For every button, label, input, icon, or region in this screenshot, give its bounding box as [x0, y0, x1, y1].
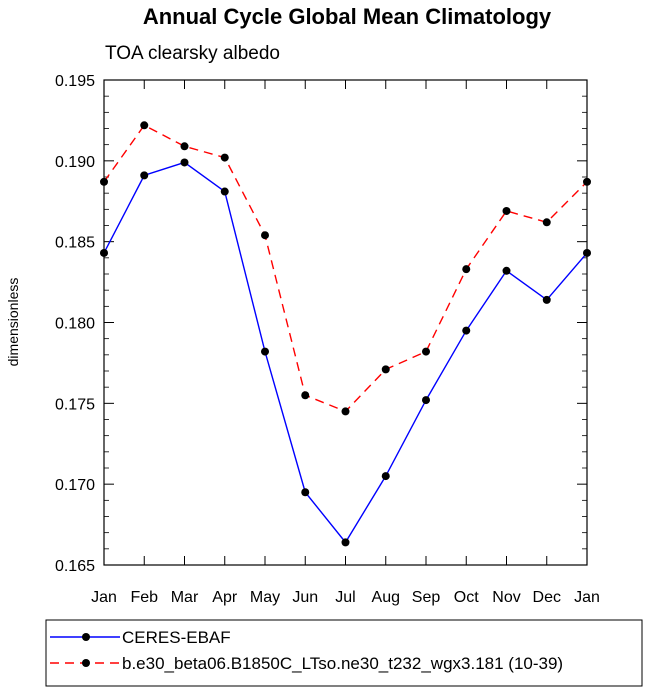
series-2-point — [100, 177, 108, 186]
y-tick-label: 0.165 — [55, 558, 95, 575]
series-1-point — [220, 187, 229, 196]
x-tick-label: Mar — [171, 589, 199, 606]
y-tick-label: 0.195 — [55, 73, 95, 90]
series-line-1 — [103, 161, 588, 544]
series-1-point — [100, 248, 108, 257]
series-2-point — [422, 347, 430, 356]
chart-title: Annual Cycle Global Mean Climatology — [143, 4, 552, 29]
series-1-point — [462, 326, 471, 335]
y-tick-label: 0.175 — [55, 396, 95, 413]
x-tick-label: Feb — [130, 589, 158, 606]
series-2-point — [341, 407, 350, 416]
y-tick-label: 0.190 — [55, 154, 95, 171]
series-1-point — [381, 472, 390, 481]
series-2-point — [140, 121, 149, 130]
x-tick-label: Apr — [212, 589, 238, 606]
series-2-point — [381, 365, 390, 374]
series-2-point — [542, 218, 551, 227]
legend-marker-2 — [82, 659, 90, 667]
series-2-point — [220, 153, 229, 162]
series-1-point — [341, 538, 350, 547]
series-1-point — [301, 488, 310, 497]
series-1-point — [261, 347, 269, 356]
series-1-point — [140, 171, 149, 180]
x-tick-label: Aug — [372, 589, 400, 606]
legend: CERES-EBAF b.e30_beta06.B1850C_LTso.ne30_… — [45, 619, 643, 687]
legend-box — [45, 619, 643, 687]
x-tick-label: May — [250, 589, 280, 606]
series-2-point — [261, 231, 269, 240]
legend-marker-1 — [82, 633, 90, 641]
series-1-point — [583, 248, 591, 257]
x-tick-label: Oct — [454, 589, 479, 606]
series-2-point — [502, 206, 511, 215]
series-1-point — [422, 396, 430, 405]
legend-label-2: b.e30_beta06.B1850C_LTso.ne30_t232_wgx3.… — [122, 654, 563, 673]
y-tick-label: 0.180 — [55, 316, 95, 333]
series-2-point — [583, 177, 591, 186]
plot-frame — [103, 79, 588, 566]
y-axis-label: dimensionless — [5, 278, 21, 367]
series-line-2 — [103, 124, 588, 413]
y-tick-label: 0.185 — [55, 235, 95, 252]
x-tick-label: Jul — [335, 589, 355, 606]
x-tick-label: Dec — [533, 589, 561, 606]
legend-label-1: CERES-EBAF — [122, 628, 231, 647]
series-2-point — [301, 391, 310, 400]
series-1-point — [502, 266, 511, 275]
y-tick-label: 0.170 — [55, 477, 95, 494]
series-2-point — [462, 265, 471, 274]
series-1-point — [542, 295, 551, 304]
x-tick-label: Jun — [292, 589, 318, 606]
x-tick-label: Jan — [574, 589, 600, 606]
x-tick-label: Nov — [492, 589, 520, 606]
x-tick-label: Jan — [91, 589, 117, 606]
chart-subtitle: TOA clearsky albedo — [105, 43, 280, 64]
x-tick-label: Sep — [412, 589, 441, 606]
plot-area: Jan Feb Mar Apr May Jun Jul Aug Sep Oct Nov Dec Jan 0… — [55, 73, 600, 606]
series-2-point — [180, 142, 189, 151]
series-1-point — [180, 158, 189, 167]
